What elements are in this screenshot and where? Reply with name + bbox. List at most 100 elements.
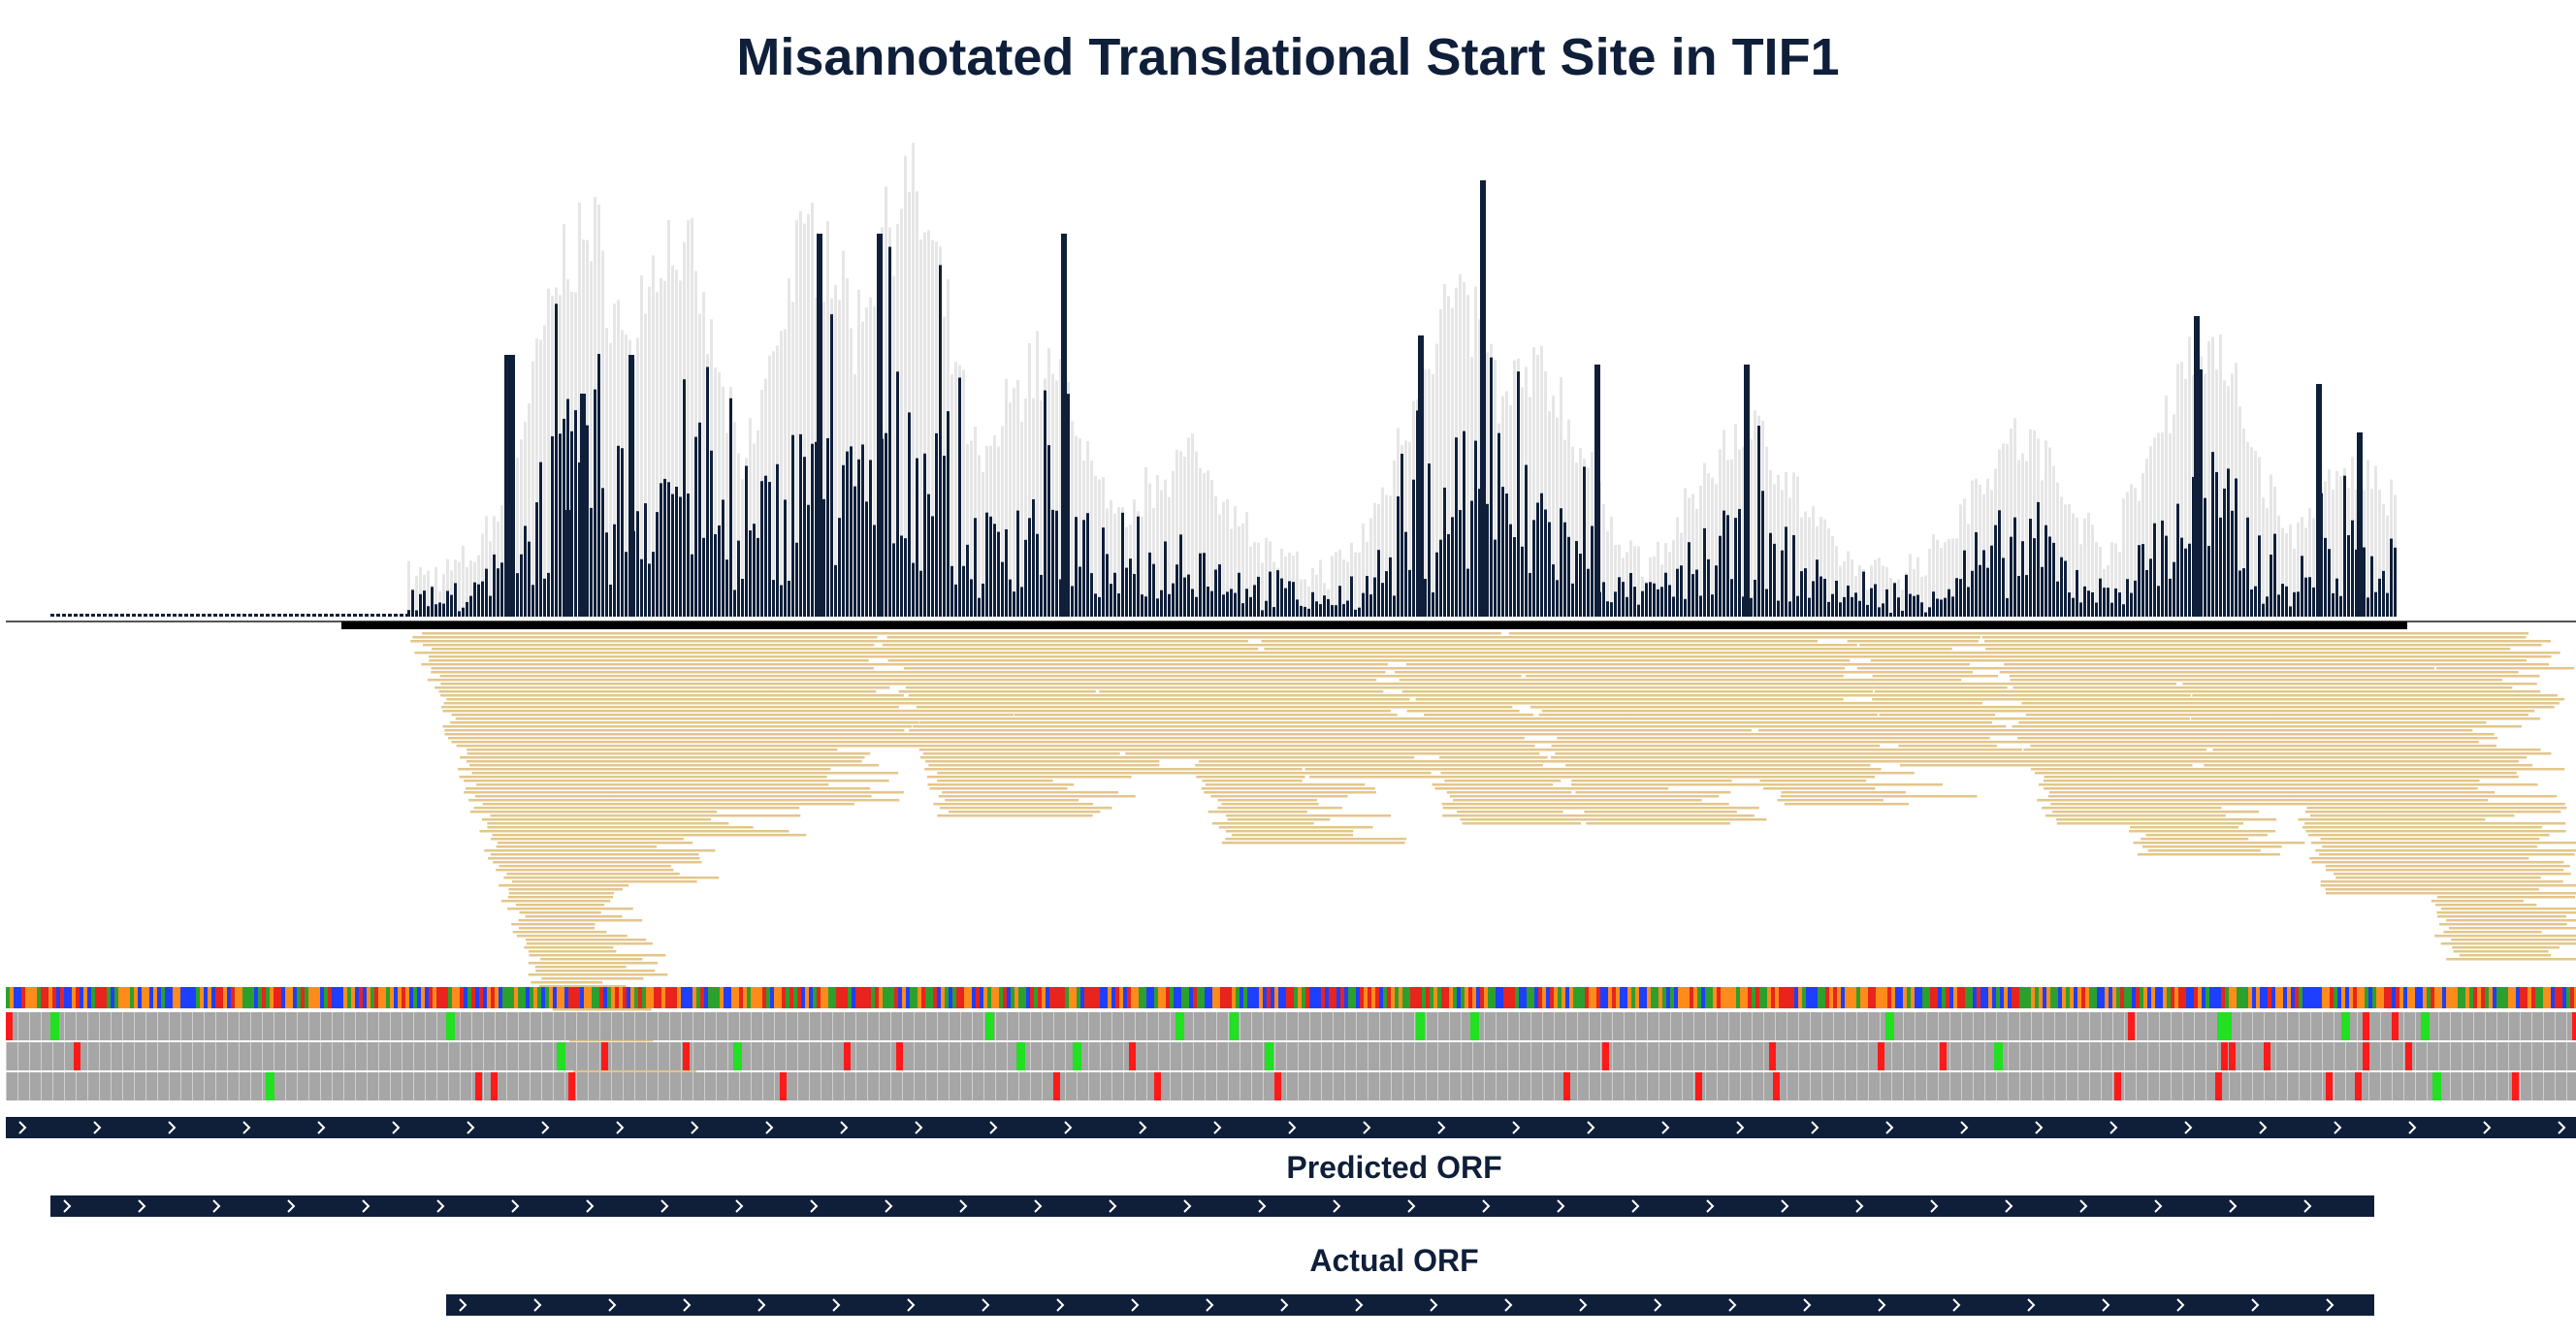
start-codon <box>1230 1012 1239 1040</box>
base <box>1212 987 1216 1008</box>
aligned-read <box>802 717 942 720</box>
aligned-read <box>1604 644 1767 647</box>
aligned-read <box>1379 640 1521 643</box>
riboseq-bar <box>1501 487 1504 617</box>
base <box>145 987 149 1008</box>
stop-codon <box>2355 1072 2362 1100</box>
base <box>471 987 475 1008</box>
base <box>1507 987 1511 1008</box>
aligned-read <box>2071 644 2194 647</box>
base <box>1728 987 1732 1008</box>
coverage-bar <box>1633 546 1636 617</box>
coverage-bar <box>2382 503 2385 617</box>
riboseq-bar <box>535 502 538 617</box>
aligned-read <box>1749 741 1938 744</box>
base <box>254 987 258 1008</box>
base <box>914 987 918 1008</box>
codon-divider <box>646 1012 647 1040</box>
aligned-read <box>1195 737 1303 740</box>
base <box>1468 987 1472 1008</box>
aligned-read <box>942 791 1119 794</box>
base <box>2462 987 2465 1008</box>
aligned-read <box>2023 749 2135 751</box>
codon-divider <box>227 1072 228 1100</box>
base <box>840 987 844 1008</box>
aligned-read <box>1724 644 1857 647</box>
base <box>2093 987 2097 1008</box>
aligned-read <box>663 776 784 779</box>
base <box>1721 987 1724 1008</box>
codon-divider <box>1833 1042 1834 1070</box>
coverage-bar <box>613 303 616 617</box>
aligned-read <box>568 686 700 689</box>
riboseq-bar <box>376 614 380 617</box>
coverage-bar <box>834 284 837 617</box>
coverage-bar <box>1304 579 1306 617</box>
codon-divider <box>2403 1042 2404 1070</box>
aligned-read <box>948 811 1101 813</box>
coverage-bar <box>1571 446 1574 617</box>
aligned-read <box>2023 710 2136 713</box>
coverage-bar <box>578 202 581 617</box>
codon-divider <box>297 1012 298 1040</box>
codon-divider <box>1263 1012 1264 1040</box>
aligned-read <box>476 636 603 639</box>
base <box>758 987 762 1008</box>
aligned-read <box>1739 671 1901 674</box>
base <box>320 987 324 1008</box>
strand-chevron-icon <box>2005 1199 2013 1213</box>
base <box>2035 987 2039 1008</box>
coverage-bar <box>2207 341 2210 617</box>
riboseq-bar <box>155 614 159 617</box>
base <box>1496 987 1499 1008</box>
coverage-bar <box>1447 296 1450 617</box>
riboseq-bar <box>2301 556 2303 617</box>
codon-divider <box>692 1072 693 1100</box>
base <box>1084 987 1088 1008</box>
base <box>1674 987 1678 1008</box>
riboseq-bar <box>1889 612 1892 617</box>
aligned-read <box>519 756 618 759</box>
coverage-bar <box>857 289 860 617</box>
riboseq-bar <box>1614 591 1617 617</box>
aligned-read <box>1729 648 1927 651</box>
coverage-bar <box>516 458 519 617</box>
coverage-bar <box>605 328 608 617</box>
base <box>2252 987 2256 1008</box>
base <box>2147 987 2151 1008</box>
aligned-read <box>2090 690 2192 693</box>
riboseq-bar <box>1144 596 1147 617</box>
aligned-read <box>1226 814 1392 817</box>
aligned-read <box>887 648 1074 651</box>
base <box>1387 987 1391 1008</box>
riboseq-bar <box>2246 517 2249 617</box>
coverage-bar <box>1626 552 1628 617</box>
codon-divider <box>727 1042 728 1070</box>
aligned-read <box>1856 667 2032 670</box>
coverage-bar <box>687 220 690 617</box>
riboseq-peak <box>877 234 883 617</box>
riboseq-bar <box>888 246 891 617</box>
base <box>21 987 25 1008</box>
base <box>2535 987 2539 1008</box>
aligned-read <box>1421 725 1549 728</box>
riboseq-bar <box>2250 589 2253 617</box>
base <box>1499 987 1503 1008</box>
aligned-read <box>2418 659 2527 662</box>
strand-chevron-icon <box>735 1199 744 1213</box>
riboseq-bar <box>1757 426 1760 617</box>
coverage-bar <box>2165 395 2168 617</box>
aligned-read <box>610 636 727 639</box>
base <box>1787 987 1790 1008</box>
codon-divider <box>76 1072 77 1100</box>
base <box>2330 987 2334 1008</box>
aligned-read <box>737 752 871 755</box>
aligned-read <box>2368 717 2520 720</box>
aligned-read <box>921 717 1043 720</box>
aligned-read <box>2134 822 2243 825</box>
aligned-read <box>887 671 1040 674</box>
strand-chevron-icon <box>1952 1298 1961 1312</box>
base <box>402 987 405 1008</box>
aligned-read <box>1847 640 1979 643</box>
codon-divider <box>809 1012 810 1040</box>
